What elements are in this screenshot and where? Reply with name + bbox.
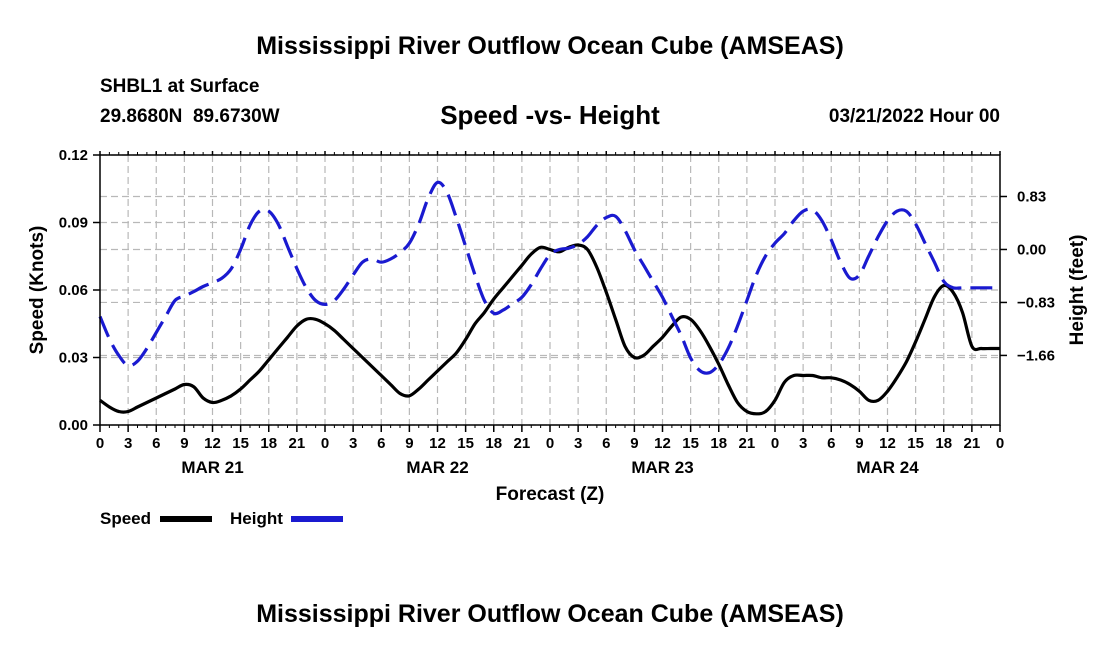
y-tick-label: 0.12 [59,147,88,164]
y2-axis-label: Height (feet) [1067,235,1088,346]
x-tick-label: 0 [546,435,554,452]
date-label: MAR 21 [181,458,243,477]
x-tick-label: 12 [204,435,221,452]
x-tick-label: 9 [855,435,863,452]
x-tick-label: 21 [514,435,531,452]
y-tick-label: 0.06 [59,282,88,299]
x-axis-label: Forecast (Z) [496,484,605,505]
speed-line [99,243,1000,416]
coordinates-label: 29.8680N 89.6730W [100,106,280,127]
x-tick-label: 9 [405,435,413,452]
legend-height-label: Height [230,509,283,528]
x-tick-label: 12 [429,435,446,452]
footer-title: Mississippi River Outflow Ocean Cube (AM… [256,600,844,628]
x-tick-label: 18 [260,435,277,452]
x-tick-label: 3 [799,435,807,452]
x-tick-label: 15 [232,435,249,452]
x-tick-label: 3 [574,435,582,452]
x-tick-label: 0 [996,435,1004,452]
x-tick-label: 18 [710,435,727,452]
date-label: MAR 22 [406,458,468,477]
x-tick-label: 0 [96,435,104,452]
x-tick-label: 0 [321,435,329,452]
x-tick-label: 18 [485,435,502,452]
forecast-date-label: 03/21/2022 Hour 00 [828,106,1000,127]
y2-tick-label: 0.83 [1017,188,1046,205]
y-tick-label: 0.09 [59,215,88,232]
x-tick-label: 12 [879,435,896,452]
x-tick-label: 15 [457,435,474,452]
x-tick-label: 21 [289,435,306,452]
chart-grid [100,154,1000,426]
y2-tick-label: 0.00 [1017,241,1046,258]
legend-speed-label: Speed [100,509,152,528]
station-label: SHBL1 at Surface [100,76,260,97]
x-tick-label: 18 [935,435,952,452]
x-tick-label: 15 [682,435,699,452]
x-tick-label: 6 [602,435,610,452]
series-layer [98,180,1000,416]
chart-axes: 0 3 6 9 12 15 18 21 0 3 6 9 12 15 18 21 0 3 6 9 12 15 18 21 0 3 6 9… [59,147,1055,477]
y2-tick-label: −0.83 [1017,294,1055,311]
x-tick-label: 6 [827,435,835,452]
plot-frame [99,154,1001,426]
x-tick-label: 9 [180,435,188,452]
x-tick-label: 12 [654,435,671,452]
x-tick-label: 15 [907,435,924,452]
height-line [98,180,1000,375]
x-tick-label: 3 [124,435,132,452]
y2-tick-label: −1.66 [1017,347,1055,364]
x-tick-label: 0 [771,435,779,452]
page-title: Mississippi River Outflow Ocean Cube (AM… [256,32,844,60]
y-tick-label: 0.03 [59,350,88,367]
date-label: MAR 24 [856,458,919,477]
x-tick-label: 3 [349,435,357,452]
x-tick-label: 6 [152,435,160,452]
x-tick-label: 9 [630,435,638,452]
x-tick-label: 6 [377,435,385,452]
y-axis-label: Speed (Knots) [27,226,48,355]
chart-title: Speed -vs- Height [440,100,660,130]
date-label: MAR 23 [631,458,693,477]
x-tick-label: 21 [739,435,756,452]
x-tick-label: 21 [964,435,981,452]
y-tick-label: 0.00 [59,417,88,434]
